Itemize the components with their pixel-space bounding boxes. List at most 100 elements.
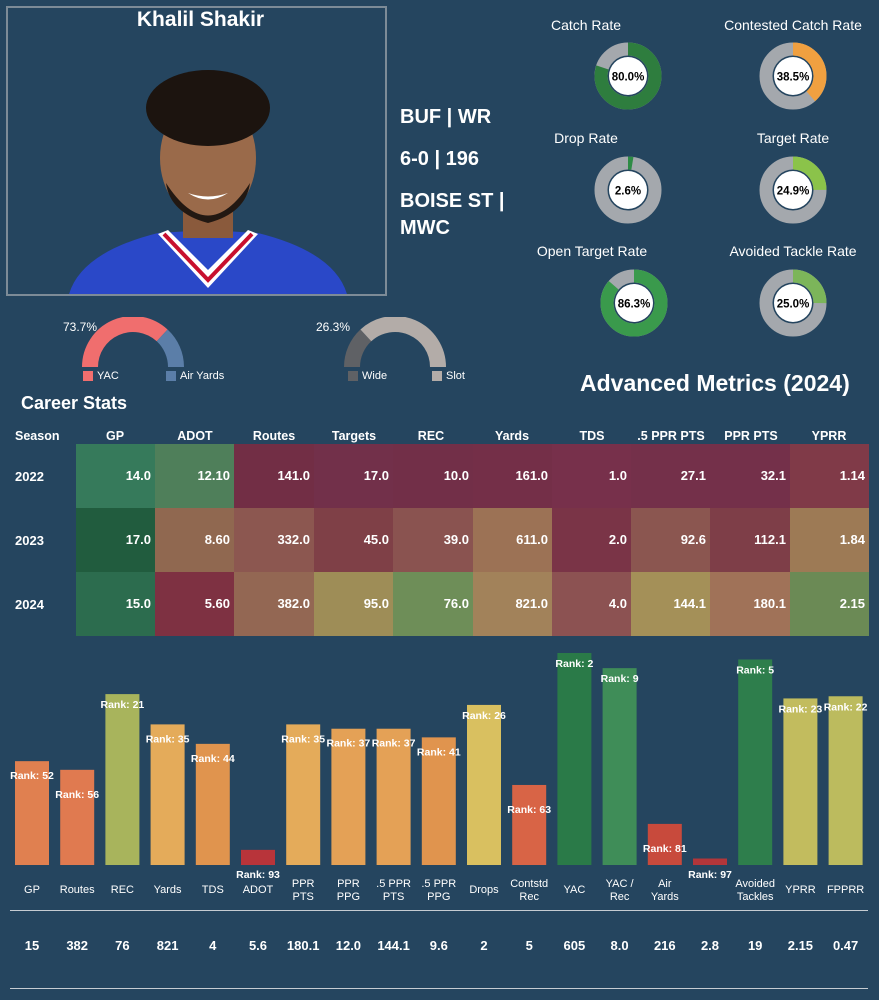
bar-category-label: .5 PPR PTS xyxy=(376,878,412,903)
career-season-cell: 2023 xyxy=(15,533,44,548)
donut-arc xyxy=(759,42,827,110)
career-season-cell: 2022 xyxy=(15,469,44,484)
donut-track xyxy=(759,42,827,110)
donut-arc xyxy=(600,269,668,337)
bar-value-label: 5 xyxy=(525,938,533,953)
donut-label: Avoided Tackle Rate xyxy=(729,243,857,259)
bar-category-label: TDS xyxy=(201,884,224,896)
bar-rank-label: Rank: 35 xyxy=(281,733,325,745)
metric-bar xyxy=(693,858,727,865)
career-stat-cell: 15.0 xyxy=(76,572,155,636)
metric-bar xyxy=(512,784,547,865)
donut-chart: 38.5% xyxy=(759,42,827,110)
bar-rank-label: Rank: 37 xyxy=(327,738,371,750)
career-header-cell: .5 PPR PTS xyxy=(637,429,705,443)
donut-chart: 2.6% xyxy=(594,156,662,224)
bar-rank-label: Rank: 97 xyxy=(688,869,732,881)
bar-rank-label: Rank: 52 xyxy=(10,770,54,782)
bar-rank-label: Rank: 81 xyxy=(643,843,687,855)
legend-label: Wide xyxy=(362,370,388,382)
donut-track xyxy=(600,269,668,337)
legend-swatch xyxy=(83,371,93,382)
bar-category-label: .5 PPR PPG xyxy=(421,878,457,903)
bar-category-label: Routes xyxy=(59,884,95,896)
gauge-percent: 26.3% xyxy=(316,320,351,334)
career-stat-cell: 5.60 xyxy=(155,572,234,636)
college-line-1: BOISE ST | xyxy=(400,190,505,212)
career-header-cell: PPR PTS xyxy=(724,429,778,443)
donut-value: 24.9% xyxy=(777,186,810,198)
gauge-legend-item: Wide xyxy=(348,370,387,382)
gauge-legend-item: Air Yards xyxy=(166,370,224,382)
bar-value-label: 9.6 xyxy=(429,938,448,953)
career-header-cell: YPRR xyxy=(811,429,847,443)
legend-label: Air Yards xyxy=(180,370,225,382)
career-stat-cell: 1.0 xyxy=(552,444,631,508)
career-stat-cell: 27.1 xyxy=(631,444,710,508)
metric-bar xyxy=(286,724,321,865)
donut-arc xyxy=(759,269,827,337)
legend-swatch xyxy=(166,371,176,382)
college-line-2: MWC xyxy=(400,217,450,239)
donut-chart: 24.9% xyxy=(759,156,827,224)
bar-rank-label: Rank: 41 xyxy=(417,746,461,758)
bar-value-label: 2.15 xyxy=(787,938,814,953)
bar-value-label: 12.0 xyxy=(335,938,362,953)
bar-category-label: YAC xyxy=(563,884,586,896)
bar-value-label: 5.6 xyxy=(248,938,268,953)
bar-rank-label: Rank: 93 xyxy=(236,869,280,881)
career-stat-cell: 17.0 xyxy=(76,508,155,572)
metric-bar xyxy=(647,823,682,865)
split-gauge xyxy=(82,317,184,368)
player-headshot xyxy=(69,70,347,294)
bar-category-label: FPPRR xyxy=(826,884,865,896)
bar-value-label: 180.1 xyxy=(286,938,320,953)
metric-bar xyxy=(331,728,366,865)
bar-category-labels: GP Routes REC Yards TDS ADOT PPR PTS PPR PPG .5 PP… xyxy=(0,878,879,908)
legend-swatch xyxy=(432,371,442,382)
career-header-cell: Routes xyxy=(252,429,296,443)
bar-category-label: YAC / Rec xyxy=(605,878,634,903)
bar-rank-label: Rank: 5 xyxy=(736,664,774,676)
bar-rank-label: Rank: 35 xyxy=(146,733,190,745)
donut-center xyxy=(609,57,647,95)
career-stat-cell: 332.0 xyxy=(234,508,314,572)
player-photo-frame xyxy=(6,6,387,296)
divider-bottom xyxy=(10,988,868,989)
career-stat-cell: 4.0 xyxy=(552,572,631,636)
bar-category-label: Avoided Tackles xyxy=(735,878,775,903)
bar-value-label: 0.47 xyxy=(832,938,859,953)
bar-rank-label: Rank: 37 xyxy=(372,738,416,750)
career-stat-cell: 1.84 xyxy=(790,508,869,572)
bar-value-label: 216 xyxy=(653,938,676,953)
bar-category-label: ADOT xyxy=(242,884,274,896)
career-stat-cell: 611.0 xyxy=(473,508,552,572)
metric-bar xyxy=(828,696,863,865)
metric-bar xyxy=(241,849,275,865)
bar-value-row: 15 382 76 821 4 5.6 180.1 12.0 144.1 9.6 2 5 605 8.0 2… xyxy=(0,938,879,958)
career-stat-cell: 161.0 xyxy=(473,444,552,508)
donut-chart: 86.3% xyxy=(600,269,668,337)
bar-rank-label: Rank: 2 xyxy=(555,658,593,670)
career-stats-title: Career Stats xyxy=(21,393,128,413)
advanced-metrics-title: Advanced Metrics (2024) xyxy=(580,370,850,396)
bar-value-label: 4 xyxy=(209,938,217,953)
donut-center xyxy=(609,171,647,209)
legend-swatch xyxy=(348,371,358,382)
donut-value: 86.3% xyxy=(618,299,651,311)
bar-category-label: REC xyxy=(110,884,134,896)
bar-category-label: PPR PTS xyxy=(291,878,315,903)
gauge-segment-a xyxy=(344,329,372,368)
bar-rank-label: Rank: 63 xyxy=(507,804,551,816)
donut-center xyxy=(774,171,812,209)
metric-bar xyxy=(602,668,637,865)
bar-category-label: Drops xyxy=(469,884,499,896)
bar-rank-label: Rank: 26 xyxy=(462,710,506,722)
career-stat-cell: 141.0 xyxy=(234,444,314,508)
career-stat-cell: 17.0 xyxy=(314,444,393,508)
legend-label: Slot xyxy=(446,370,465,382)
bar-value-label: 605 xyxy=(563,938,586,953)
donut-track xyxy=(594,42,662,110)
bar-value-label: 19 xyxy=(747,938,763,953)
bar-rank-label: Rank: 22 xyxy=(824,701,868,713)
